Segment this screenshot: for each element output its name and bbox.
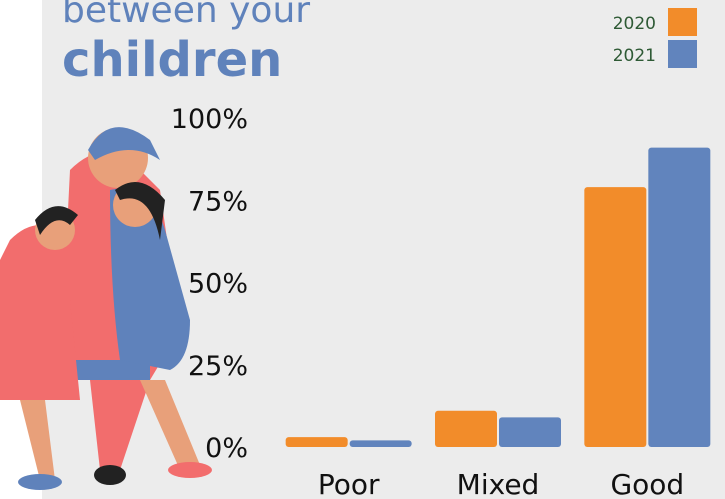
bar: [584, 187, 647, 447]
bar: [499, 417, 561, 447]
bar: [648, 147, 711, 448]
plot: Poor Mixed Good 2020 2021: [285, 8, 711, 499]
y-tick-label: 50%: [188, 269, 248, 300]
x-tick-label: Good: [610, 468, 684, 499]
illustration: [0, 127, 212, 490]
legend-swatch: [668, 40, 697, 68]
chart-title: between your: [62, 0, 310, 31]
legend-label: 2020: [613, 14, 656, 34]
y-tick-label: 25%: [188, 351, 248, 382]
y-tick-label: 0%: [205, 433, 248, 464]
x-tick-label: Mixed: [457, 468, 540, 499]
x-tick-label: Poor: [318, 468, 380, 499]
bar: [349, 440, 412, 447]
y-tick-label: 75%: [188, 186, 248, 217]
chart-title-emphasis: children: [62, 32, 282, 88]
legend-label: 2021: [613, 46, 656, 66]
y-tick-label: 100%: [171, 104, 248, 135]
legend-swatch: [668, 8, 697, 36]
bar: [285, 437, 348, 447]
bar: [435, 410, 497, 447]
